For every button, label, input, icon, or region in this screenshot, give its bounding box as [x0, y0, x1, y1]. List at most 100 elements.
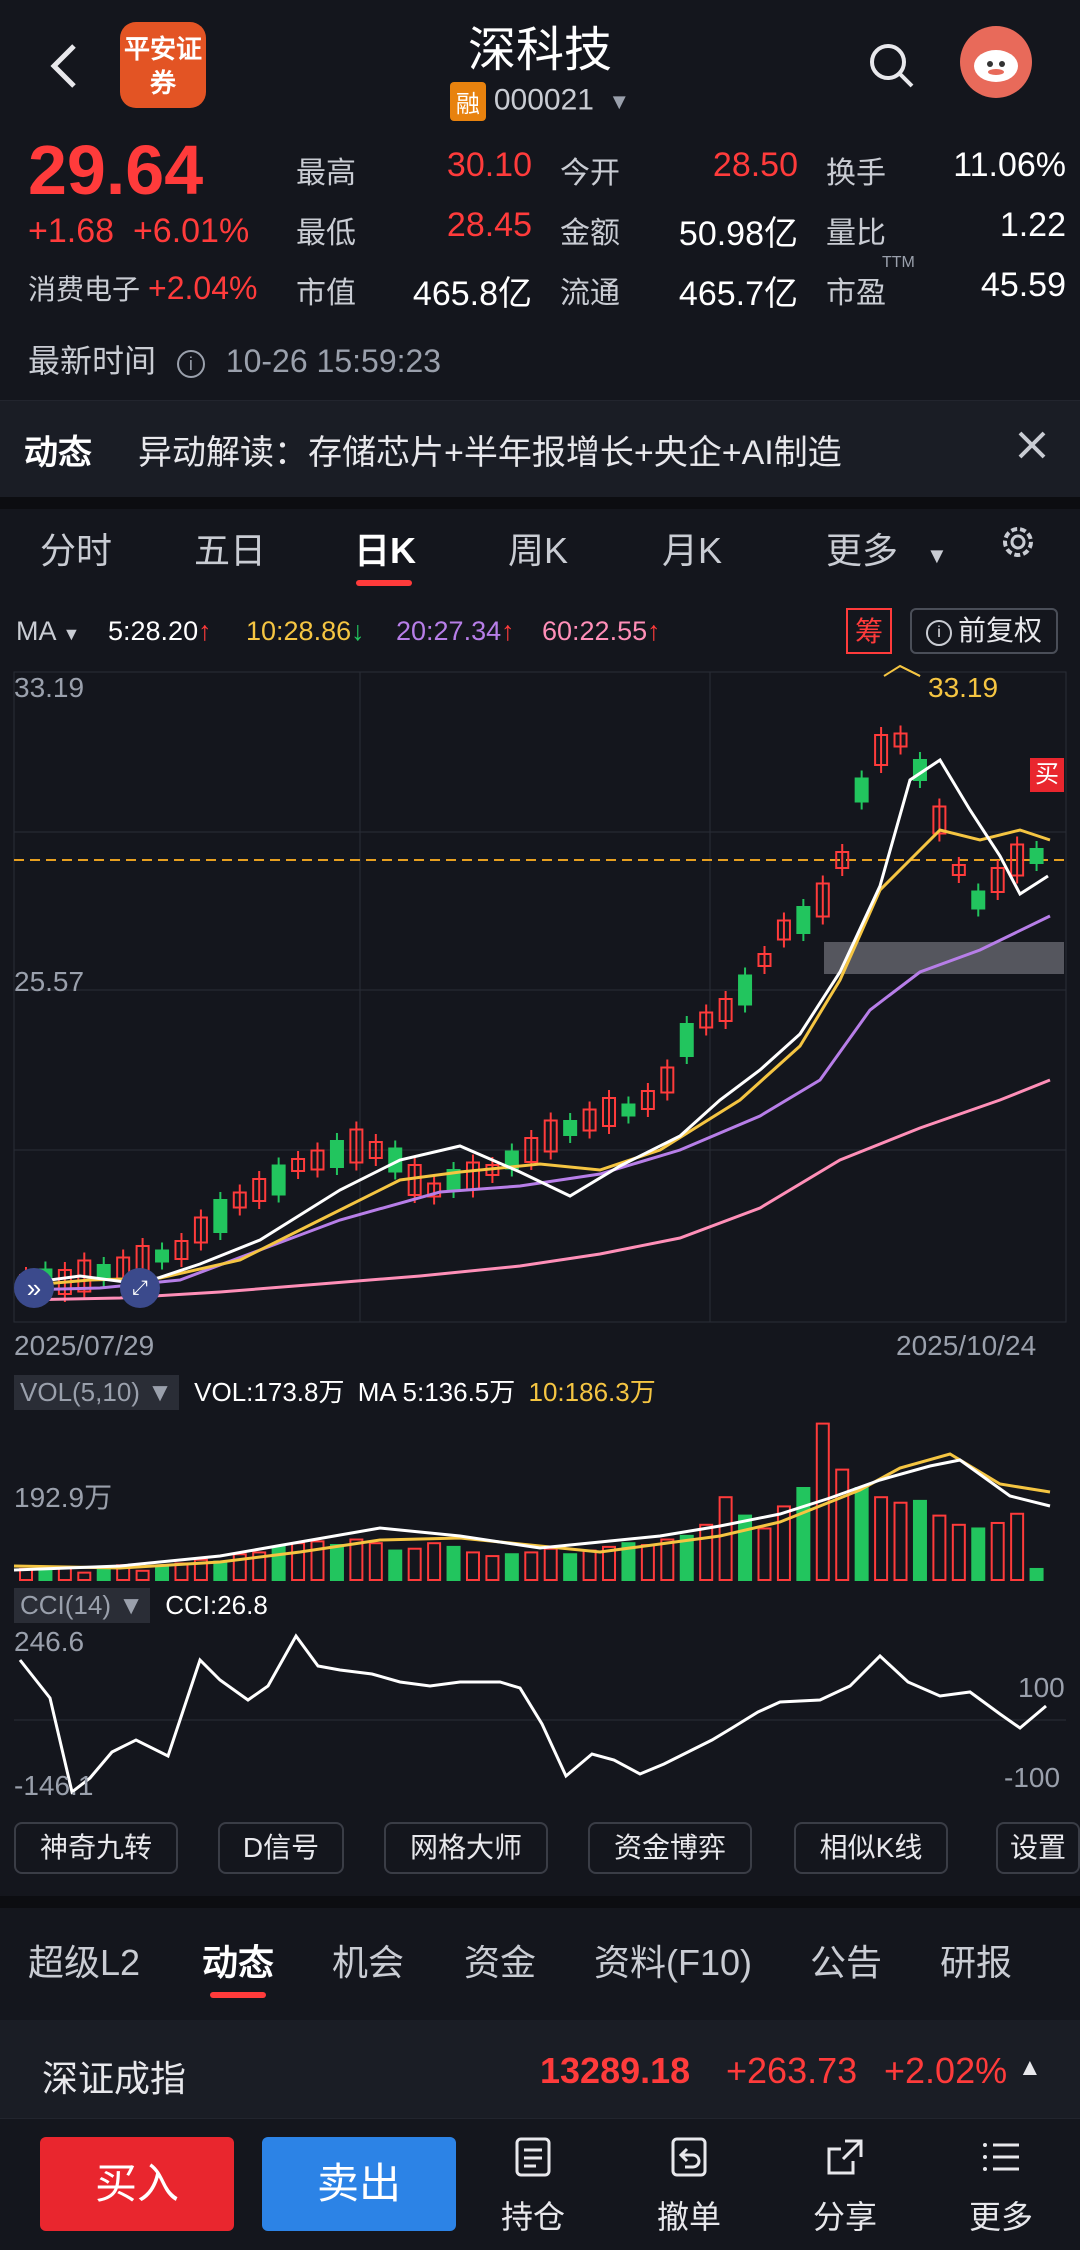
volume-bar: [679, 1534, 694, 1582]
adjust-mode-label: 前复权: [957, 615, 1042, 646]
volume-legend: VOL(5,10) ▼ VOL:173.8万 MA 5:136.5万 10:18…: [14, 1372, 656, 1410]
cancel-order-label: 撤单: [656, 2199, 721, 2235]
more-button[interactable]: 更多: [946, 2135, 1056, 2238]
tool-d-signal[interactable]: D信号: [218, 1822, 344, 1874]
positions-button[interactable]: 持仓: [478, 2135, 588, 2238]
sector-info[interactable]: 消费电子 +2.04%: [28, 268, 257, 308]
candle-body: [193, 1216, 208, 1244]
search-icon[interactable]: [866, 40, 918, 92]
latest-time-row: 最新时间 i 10-26 15:59:23: [28, 336, 441, 382]
candle-body: [854, 777, 869, 803]
candle-body: [96, 1264, 111, 1280]
fullscreen-icon[interactable]: ⤢: [120, 1268, 160, 1308]
volume-bar: [407, 1547, 422, 1581]
undo-icon: [671, 2137, 707, 2177]
tab-intraday[interactable]: 分时: [40, 530, 113, 571]
cci-level-low: -100: [1004, 1762, 1061, 1793]
volume-bar: [621, 1542, 636, 1582]
ma-selector[interactable]: MA ▼: [16, 616, 80, 647]
index-ticker[interactable]: 深证成指 13289.18 +263.73 +2.02% ▲: [0, 2020, 1080, 2118]
value-amount: 50.98亿: [678, 215, 798, 253]
candle-body: [640, 1090, 655, 1110]
ma10-value: 10:28.86↓: [246, 616, 365, 647]
ma10-text: 10:28.86: [246, 616, 352, 646]
tab-more[interactable]: 更多 ▼: [826, 522, 948, 574]
volume-tag-label: VOL(5,10): [20, 1377, 140, 1407]
volume-bar: [388, 1549, 403, 1581]
volume-bar: [524, 1551, 539, 1582]
candle-body: [874, 734, 889, 766]
info-icon[interactable]: i: [176, 349, 205, 378]
candle-body: [815, 882, 830, 918]
caret-up-icon[interactable]: ▲: [1018, 2054, 1042, 2081]
news-text[interactable]: 异动解读：存储芯片+半年报增长+央企+AI制造: [138, 434, 842, 472]
tool-similar-k[interactable]: 相似K线: [794, 1822, 948, 1874]
volume-bar: [718, 1496, 733, 1582]
support-zone: [824, 942, 1064, 974]
tab-opportunity[interactable]: 机会: [332, 1942, 405, 1983]
candle-body: [232, 1191, 247, 1209]
section-divider: [0, 1896, 1080, 1908]
ma60-value: 60:22.55↑: [542, 616, 661, 647]
tab-funds[interactable]: 资金: [464, 1942, 537, 1983]
buy-signal-badge[interactable]: 买: [1030, 758, 1064, 792]
tool-magic-nine[interactable]: 神奇九转: [14, 1822, 178, 1874]
section-divider: [0, 497, 1080, 509]
gear-icon[interactable]: [996, 520, 1040, 564]
sell-button[interactable]: 卖出: [262, 2137, 456, 2231]
chip-distribution-button[interactable]: 筹: [846, 608, 892, 654]
tab-daily-k[interactable]: 日K: [354, 530, 416, 571]
tab-research[interactable]: 研报: [940, 1942, 1013, 1983]
value-turnover: 11.06%: [953, 146, 1066, 184]
change-value: +1.68: [28, 212, 115, 250]
mascot-icon: [974, 50, 1018, 82]
volume-bars: [19, 1422, 1044, 1582]
label-amount: 金额: [560, 217, 620, 250]
news-bar[interactable]: 动态 异动解读：存储芯片+半年报增长+央企+AI制造: [0, 400, 1080, 498]
tab-announcements[interactable]: 公告: [810, 1942, 883, 1983]
tab-f10[interactable]: 资料(F10): [594, 1942, 753, 1983]
cancel-order-button[interactable]: 撤单: [634, 2135, 744, 2238]
avatar[interactable]: [960, 26, 1032, 98]
latest-time-label: 最新时间: [28, 343, 157, 379]
kline-chart[interactable]: [0, 660, 1080, 1820]
tab-five-day[interactable]: 五日: [194, 530, 267, 571]
tab-super-l2[interactable]: 超级L2: [28, 1942, 141, 1983]
volume-bar: [835, 1468, 850, 1581]
index-value: 13289.18: [540, 2050, 691, 2091]
volume-indicator-selector[interactable]: VOL(5,10) ▼: [14, 1375, 179, 1410]
candle-body: [174, 1240, 189, 1260]
candle-body: [349, 1128, 364, 1164]
tool-grid-master[interactable]: 网格大师: [384, 1822, 548, 1874]
date-end-label: 2025/10/24: [896, 1330, 1037, 1361]
broker-logo: 平安证券: [120, 22, 206, 108]
arrow-up-icon: ↑: [647, 616, 661, 646]
volume-bar: [640, 1544, 655, 1581]
tool-fund-game[interactable]: 资金博弈: [588, 1822, 752, 1874]
info-icon: i: [925, 619, 952, 646]
tab-dynamics[interactable]: 动态: [202, 1942, 275, 1983]
share-button[interactable]: 分享: [790, 2135, 900, 2238]
volume-bar: [155, 1566, 170, 1581]
volume-bar: [213, 1560, 228, 1581]
ma60-line: [19, 1078, 1051, 1302]
candle-body: [971, 890, 986, 910]
volume-bar: [193, 1558, 208, 1582]
tab-weekly-k[interactable]: 周K: [508, 530, 569, 571]
candle-body: [951, 864, 966, 876]
label-open: 今开: [560, 157, 620, 190]
adjust-mode-button[interactable]: i 前复权: [910, 608, 1058, 654]
stock-code-line[interactable]: 融 000021 ▼: [0, 82, 1080, 121]
buy-button[interactable]: 买入: [40, 2137, 234, 2231]
tool-settings[interactable]: 设置: [996, 1822, 1080, 1874]
cci-indicator-selector[interactable]: CCI(14) ▼: [14, 1588, 150, 1623]
cci-tag-label: CCI(14): [20, 1590, 112, 1620]
back-arrow-icon[interactable]: [38, 38, 94, 94]
tab-monthly-k[interactable]: 月K: [662, 530, 723, 571]
active-section-indicator: [210, 1992, 266, 1998]
margin-badge: 融: [449, 82, 486, 121]
volume-bar: [77, 1571, 92, 1582]
expand-icon[interactable]: »: [14, 1268, 54, 1308]
close-icon[interactable]: [1008, 421, 1056, 469]
value-mcap: 465.8亿: [412, 275, 532, 313]
